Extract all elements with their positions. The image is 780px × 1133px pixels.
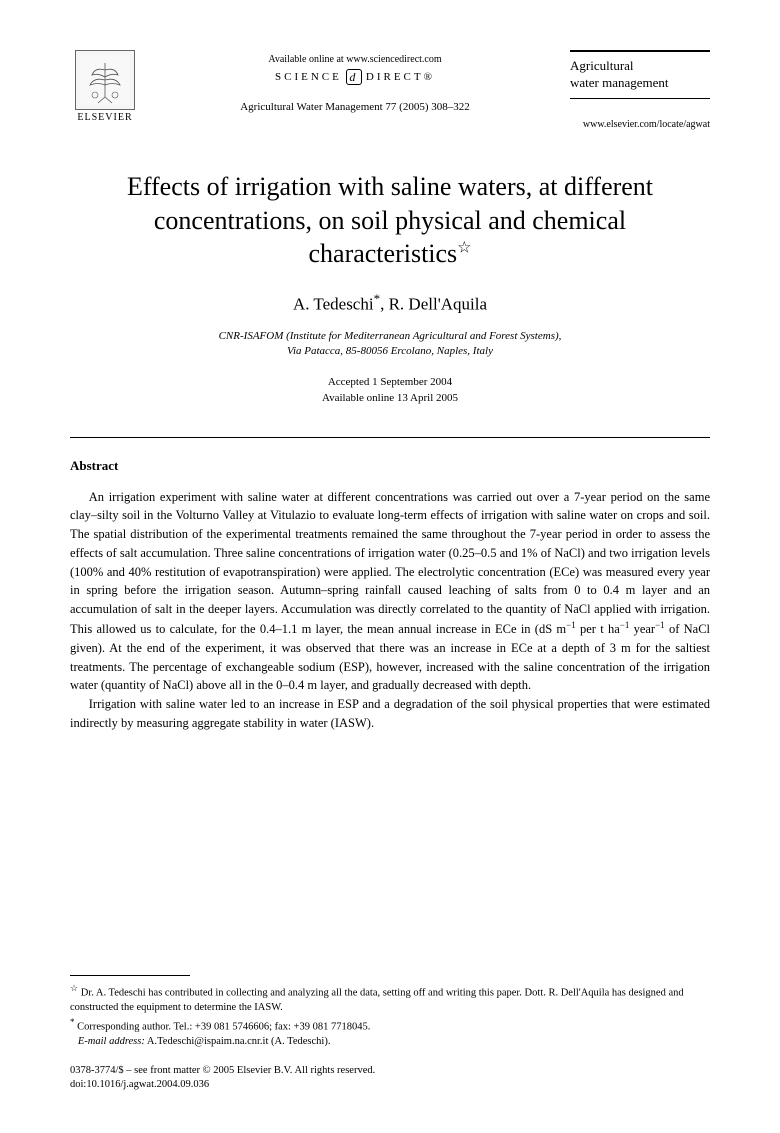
sciencedirect-left: SCIENCE [275,71,342,83]
title-footnote-star-icon: ☆ [457,240,471,257]
elsevier-tree-icon [75,50,135,110]
abstract-heading: Abstract [70,458,710,474]
sciencedirect-d-icon: d [346,69,362,85]
authors-line: A. Tedeschi*, R. Dell'Aquila [70,291,710,315]
journal-url: www.elsevier.com/locate/agwat [570,119,710,130]
journal-title-box: Agricultural water management [570,50,710,99]
page-header: ELSEVIER Available online at www.science… [70,50,710,130]
affiliation-line1: CNR-ISAFOM (Institute for Mediterranean … [70,329,710,344]
footnote-star-icon: ☆ [70,983,78,993]
copyright-block: 0378-3774/$ – see front matter © 2005 El… [70,1064,710,1093]
affiliation: CNR-ISAFOM (Institute for Mediterranean … [70,329,710,360]
title-text: Effects of irrigation with saline waters… [127,172,653,269]
section-divider [70,437,710,438]
author-2: R. Dell'Aquila [389,295,487,314]
journal-name-line1: Agricultural [570,58,710,75]
author-separator: , [380,295,389,314]
abstract-paragraph-2: Irrigation with saline water led to an i… [70,695,710,733]
abstract-paragraph-1: An irrigation experiment with saline wat… [70,488,710,695]
journal-name-line2: water management [570,75,710,92]
affiliation-line2: Via Patacca, 85-80056 Ercolano, Naples, … [70,344,710,359]
footnotes: ☆ Dr. A. Tedeschi has contributed in col… [70,975,710,1093]
available-online-text: Available online at www.sciencedirect.co… [268,54,441,65]
email-footnote: E-mail address: A.Tedeschi@ispaim.na.cnr… [70,1035,710,1050]
footnote-divider [70,975,190,976]
doi-line: doi:10.1016/j.agwat.2004.09.036 [70,1078,710,1093]
center-header: Available online at www.sciencedirect.co… [140,50,570,113]
corresponding-footnote: * Corresponding author. Tel.: +39 081 57… [70,1016,710,1035]
sciencedirect-logo: SCIENCE d DIRECT® [275,69,435,85]
email-address: A.Tedeschi@ispaim.na.cnr.it (A. Tedeschi… [145,1036,331,1047]
journal-reference: Agricultural Water Management 77 (2005) … [240,101,470,113]
accepted-date: Accepted 1 September 2004 [70,374,710,391]
article-dates: Accepted 1 September 2004 Available onli… [70,374,710,407]
article-title: Effects of irrigation with saline waters… [90,170,690,271]
right-header: Agricultural water management www.elsevi… [570,50,710,130]
email-label: E-mail address: [78,1036,145,1047]
contribution-footnote: ☆ Dr. A. Tedeschi has contributed in col… [70,982,710,1016]
publisher-block: ELSEVIER [70,50,140,123]
abstract-body: An irrigation experiment with saline wat… [70,488,710,733]
author-1: A. Tedeschi [293,295,374,314]
online-date: Available online 13 April 2005 [70,390,710,407]
sciencedirect-right: DIRECT® [366,71,435,83]
publisher-name: ELSEVIER [77,112,132,123]
copyright-line: 0378-3774/$ – see front matter © 2005 El… [70,1064,710,1079]
